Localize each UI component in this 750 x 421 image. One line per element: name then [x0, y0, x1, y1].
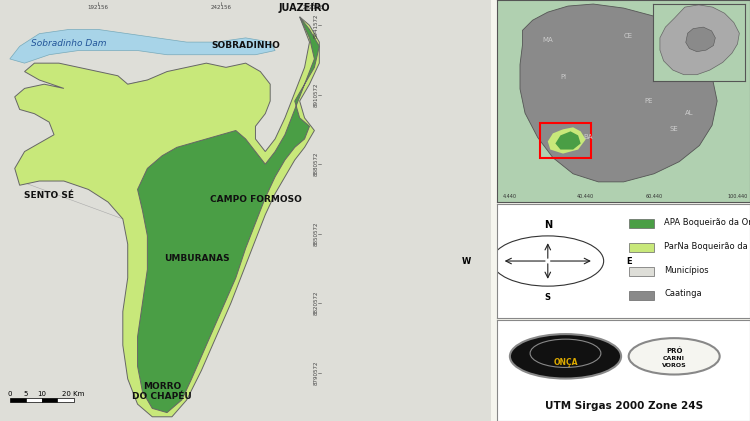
Text: ParNa Boqueirão da Onça: ParNa Boqueirão da Onça — [664, 242, 750, 251]
Text: MORRO
DO CHAPÉU: MORRO DO CHAPÉU — [132, 382, 192, 401]
Polygon shape — [660, 5, 740, 75]
Text: 8910572: 8910572 — [314, 83, 318, 107]
Text: APA Boqueirão da Onça: APA Boqueirão da Onça — [664, 218, 750, 227]
Bar — [628, 219, 654, 228]
Polygon shape — [556, 131, 580, 149]
Text: AL: AL — [685, 110, 694, 116]
Text: BA: BA — [584, 134, 593, 141]
Text: ONÇA: ONÇA — [554, 358, 578, 367]
Text: UMBURANAS: UMBURANAS — [164, 254, 230, 263]
Bar — [26, 398, 42, 402]
Text: Municípios: Municípios — [664, 266, 709, 274]
Text: W: W — [462, 256, 471, 266]
Text: Caatinga: Caatinga — [664, 290, 702, 298]
Polygon shape — [10, 29, 275, 63]
Circle shape — [510, 334, 621, 378]
Text: SENTO SÉ: SENTO SÉ — [24, 191, 74, 200]
Text: CAMPO FORMOSO: CAMPO FORMOSO — [209, 195, 302, 204]
Text: PB: PB — [680, 74, 688, 80]
Text: 292156: 292156 — [303, 5, 324, 10]
Text: Sobradinho Dam: Sobradinho Dam — [31, 39, 106, 48]
Text: 100.440: 100.440 — [728, 194, 748, 199]
Text: PRÓ: PRÓ — [666, 347, 682, 354]
Text: 0: 0 — [8, 391, 12, 397]
Circle shape — [628, 338, 720, 375]
Text: SE: SE — [670, 126, 679, 132]
Polygon shape — [686, 27, 716, 52]
Bar — [58, 398, 74, 402]
Text: E: E — [626, 256, 632, 266]
Text: 192156: 192156 — [88, 5, 109, 10]
Polygon shape — [15, 17, 320, 417]
Bar — [628, 243, 654, 252]
Bar — [628, 267, 654, 276]
Text: 8941572: 8941572 — [314, 13, 318, 37]
Text: N: N — [544, 219, 552, 229]
Text: 8880572: 8880572 — [314, 152, 318, 176]
Text: PE: PE — [645, 98, 653, 104]
Text: 10: 10 — [38, 391, 46, 397]
Bar — [628, 290, 654, 300]
Text: 242156: 242156 — [211, 5, 232, 10]
Bar — [540, 123, 591, 157]
Text: 40.440: 40.440 — [578, 194, 594, 199]
Bar — [42, 398, 58, 402]
Text: S: S — [544, 293, 550, 302]
Circle shape — [492, 236, 604, 286]
Text: CE: CE — [624, 33, 633, 40]
Text: RN: RN — [682, 50, 692, 56]
Text: 8850572: 8850572 — [314, 221, 318, 246]
Text: MA: MA — [542, 37, 554, 43]
Polygon shape — [520, 4, 717, 182]
Text: 5: 5 — [23, 391, 28, 397]
Polygon shape — [137, 17, 320, 413]
Text: 8820572: 8820572 — [314, 291, 318, 315]
Text: UTM Sirgas 2000 Zone 24S: UTM Sirgas 2000 Zone 24S — [544, 401, 703, 411]
Text: 4.440: 4.440 — [503, 194, 517, 199]
Text: 20 Km: 20 Km — [62, 391, 85, 397]
Text: PI: PI — [560, 74, 566, 80]
Text: VOROS: VOROS — [662, 363, 686, 368]
Text: JUAZEIRO: JUAZEIRO — [279, 3, 331, 13]
Text: CARNI: CARNI — [663, 356, 686, 361]
Text: SOBRADINHO: SOBRADINHO — [211, 41, 280, 51]
Polygon shape — [548, 127, 586, 154]
Text: 60.440: 60.440 — [646, 194, 662, 199]
Bar — [10, 398, 26, 402]
Text: 8790572: 8790572 — [314, 360, 318, 385]
